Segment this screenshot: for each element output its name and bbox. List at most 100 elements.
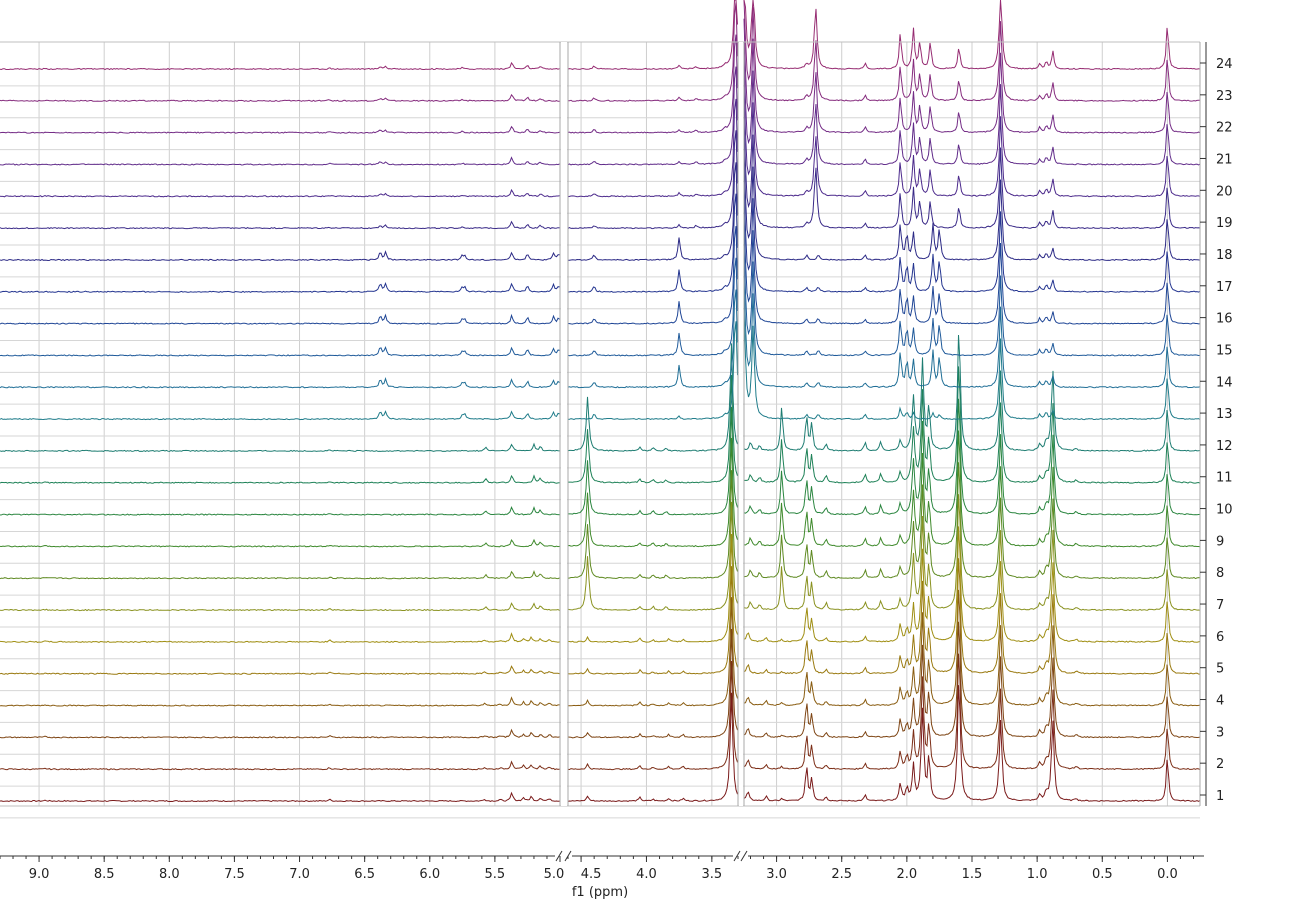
spectrum-trace bbox=[567, 501, 738, 611]
trace-number-label: 9 bbox=[1216, 534, 1224, 549]
spectrum-trace bbox=[567, 34, 738, 134]
axis-break-gap bbox=[561, 42, 567, 806]
spectrum-trace bbox=[743, 18, 1201, 134]
x-tick-label: 6.5 bbox=[354, 867, 375, 882]
spectrum-trace bbox=[743, 685, 1201, 802]
spectrum-trace bbox=[0, 538, 560, 548]
spectrum-trace bbox=[743, 526, 1201, 643]
spectrum-trace bbox=[568, 162, 738, 261]
trace-number-label: 1 bbox=[1216, 789, 1224, 804]
x-axis: 9.0 8.5 8.0 7.5 7.0 6.5 6.0 5.5 5.0 4.5 4.0 3.5 3.0 2… bbox=[0, 850, 1204, 882]
x-tick-label: 5.0 bbox=[544, 867, 565, 882]
trace-layer bbox=[0, 0, 1201, 803]
spectrum-trace bbox=[0, 220, 560, 230]
spectrum-trace bbox=[0, 728, 560, 739]
spectrum-trace bbox=[567, 289, 738, 389]
spectrum-trace bbox=[0, 93, 560, 102]
spectrum-trace bbox=[743, 273, 1201, 389]
trace-number-label: 5 bbox=[1216, 662, 1224, 677]
spectrum-trace bbox=[567, 130, 738, 230]
spectrum-trace bbox=[743, 462, 1201, 580]
trace-number-label: 7 bbox=[1216, 598, 1224, 613]
spectrum-trace bbox=[0, 188, 560, 198]
frame-layer bbox=[0, 41, 1201, 807]
spectrum-trace bbox=[743, 50, 1201, 166]
trace-number-label: 13 bbox=[1216, 407, 1233, 422]
spectrum-trace bbox=[567, 660, 738, 771]
spectrum-trace bbox=[567, 437, 738, 548]
trace-number-label: 22 bbox=[1216, 121, 1233, 136]
x-tick-label: 0.5 bbox=[1092, 867, 1113, 882]
x-tick-label: 2.5 bbox=[831, 867, 852, 882]
spectrum-trace bbox=[567, 66, 738, 166]
x-tick-label: 7.0 bbox=[289, 867, 310, 882]
spectrum-trace bbox=[743, 0, 1201, 71]
spectrum-trace bbox=[0, 313, 560, 325]
x-tick-label: 2.0 bbox=[897, 867, 918, 882]
spectrum-trace bbox=[0, 665, 560, 675]
trace-number-label: 21 bbox=[1216, 152, 1233, 167]
spectrum-trace bbox=[567, 470, 738, 580]
spectrum-trace bbox=[0, 791, 560, 803]
spectrum-trace bbox=[567, 628, 738, 739]
trace-number-label: 20 bbox=[1216, 184, 1233, 199]
x-tick-label: 3.0 bbox=[766, 867, 787, 882]
spectrum-trace bbox=[0, 760, 560, 771]
axis-break-mark bbox=[740, 850, 748, 862]
x-tick-label: 6.0 bbox=[419, 867, 440, 882]
axis-break-mark bbox=[555, 850, 563, 862]
spectrum-trace bbox=[0, 125, 560, 134]
spectrum-trace bbox=[0, 696, 560, 707]
trace-number-label: 4 bbox=[1216, 694, 1224, 709]
spectrum-trace bbox=[743, 82, 1201, 198]
trace-number-label: 8 bbox=[1216, 566, 1224, 581]
spectrum-trace bbox=[743, 146, 1201, 261]
spectrum-trace bbox=[0, 632, 560, 643]
spectrum-trace bbox=[0, 376, 560, 389]
trace-number-label: 3 bbox=[1216, 725, 1224, 740]
spectrum-trace bbox=[567, 226, 738, 325]
x-tick-label: 3.5 bbox=[702, 867, 723, 882]
x-tick-label: 4.0 bbox=[636, 867, 657, 882]
trace-number-label: 18 bbox=[1216, 248, 1233, 263]
trace-number-label: 14 bbox=[1216, 375, 1233, 390]
trace-number-label: 17 bbox=[1216, 280, 1233, 295]
spectrum-trace bbox=[0, 410, 560, 421]
trace-number-label: 2 bbox=[1216, 757, 1224, 772]
x-tick-label: 8.5 bbox=[94, 867, 115, 882]
spectrum-trace bbox=[743, 621, 1201, 739]
spectrum-trace bbox=[0, 442, 560, 452]
x-tick-label: 7.5 bbox=[224, 867, 245, 882]
spectrum-trace bbox=[568, 406, 738, 516]
trace-number-label: 6 bbox=[1216, 630, 1224, 645]
spectrum-trace bbox=[0, 281, 560, 293]
spectrum-trace bbox=[743, 430, 1201, 548]
x-tick-label: 1.5 bbox=[962, 867, 983, 882]
trace-number-label: 24 bbox=[1216, 57, 1233, 72]
spectrum-trace bbox=[567, 193, 738, 293]
spectrum-trace bbox=[567, 566, 738, 675]
spectrum-trace bbox=[567, 692, 738, 803]
axis-break-gap bbox=[739, 42, 743, 806]
spectrum-trace bbox=[568, 533, 738, 643]
x-tick-label: 8.0 bbox=[159, 867, 180, 882]
spectrum-trace bbox=[743, 334, 1201, 452]
spectrum-trace bbox=[744, 366, 1201, 484]
x-tick-label: 0.0 bbox=[1157, 867, 1178, 882]
trace-number-label: 10 bbox=[1216, 503, 1233, 518]
spectrum-trace bbox=[743, 241, 1201, 357]
spectrum-trace bbox=[743, 209, 1201, 325]
spectrum-trace bbox=[0, 505, 560, 516]
spectrum-trace bbox=[568, 374, 738, 484]
spectrum-trace bbox=[0, 346, 560, 357]
trace-number-label: 23 bbox=[1216, 89, 1233, 104]
trace-number-label: 15 bbox=[1216, 343, 1233, 358]
spectrum-trace bbox=[743, 114, 1201, 230]
spectrum-trace bbox=[743, 589, 1201, 707]
x-tick-label: 9.0 bbox=[29, 867, 50, 882]
axis-break-mark bbox=[733, 850, 741, 862]
spectrum-trace bbox=[743, 653, 1201, 771]
spectrum-trace bbox=[567, 0, 738, 70]
